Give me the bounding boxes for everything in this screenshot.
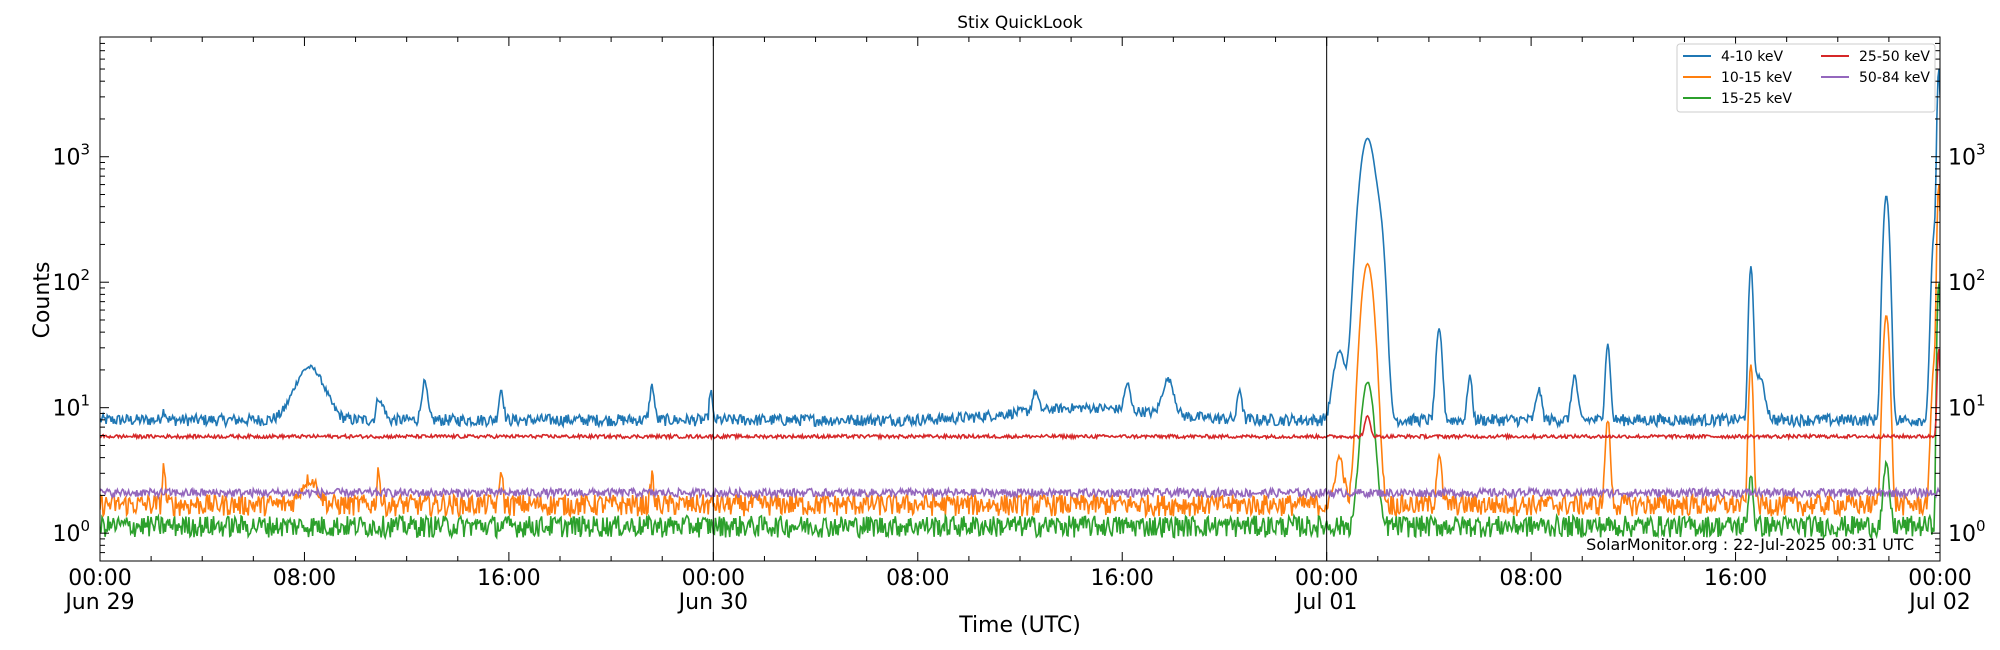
- series-line-4-10-kev: [100, 69, 1940, 429]
- y-axis-label: Counts: [30, 262, 55, 339]
- plot-area-frame: [99, 36, 1941, 562]
- y-tick-base: 10: [1948, 397, 1976, 422]
- y-tick-label-right: 103: [1948, 141, 1986, 171]
- x-tick-time-label: 08:00: [1499, 566, 1562, 591]
- x-tick-time-label: 08:00: [273, 566, 336, 591]
- legend-label: 25-50 keV: [1859, 49, 1930, 65]
- legend-label: 10-15 keV: [1721, 70, 1792, 86]
- series-line-25-50-kev: [100, 348, 1940, 442]
- legend: 4-10 keV 10-15 keV 15-25 keV 25-50 keV 50-84…: [1676, 43, 1936, 113]
- x-tick-time-label: 08:00: [886, 566, 949, 591]
- x-tick-date-label: Jul 01: [1294, 590, 1358, 615]
- y-tick-base: 10: [52, 271, 80, 296]
- legend-box: [1676, 43, 1936, 113]
- x-tick-time-label: 00:00: [682, 566, 745, 591]
- y-tick-exponent: 0: [1976, 517, 1986, 535]
- x-tick-date-label: Jun 29: [63, 590, 134, 615]
- x-tick-time-label: 00:00: [1295, 566, 1358, 591]
- legend-label: 15-25 keV: [1721, 91, 1792, 107]
- y-tick-label-left: 100: [52, 517, 90, 547]
- x-tick-time-label: 16:00: [477, 566, 540, 591]
- y-tick-label-right: 102: [1948, 266, 1986, 296]
- y-tick-label-right: 100: [1948, 517, 1986, 547]
- y-tick-exponent: 1: [1976, 392, 1986, 410]
- chart-title: Stix QuickLook: [957, 13, 1083, 33]
- x-tick-time-label: 16:00: [1091, 566, 1154, 591]
- series-line-50-84-kev: [100, 485, 1940, 501]
- solarmonitor-annotation: SolarMonitor.org : 22-Jul-2025 00:31 UTC: [1586, 535, 1914, 554]
- legend-label: 50-84 keV: [1859, 70, 1930, 86]
- y-tick-exponent: 2: [1976, 266, 1986, 284]
- y-tick-base: 10: [52, 522, 80, 547]
- x-tick-date-label: Jul 02: [1907, 590, 1971, 615]
- y-tick-base: 10: [1948, 271, 1976, 296]
- y-tick-label-left: 101: [52, 392, 90, 422]
- series-layer: [100, 69, 1940, 541]
- x-tick-time-label: 00:00: [68, 566, 131, 591]
- y-tick-exponent: 3: [80, 141, 90, 159]
- y-tick-exponent: 0: [80, 517, 90, 535]
- y-tick-exponent: 3: [1976, 141, 1986, 159]
- legend-label: 4-10 keV: [1721, 49, 1783, 65]
- series-line-15-25-kev: [100, 283, 1940, 541]
- y-tick-label-left: 102: [52, 266, 90, 296]
- y-tick-base: 10: [52, 397, 80, 422]
- y-tick-base: 10: [1948, 146, 1976, 171]
- series-line-10-15-kev: [100, 184, 1940, 519]
- y-tick-label-right: 101: [1948, 392, 1986, 422]
- y-tick-exponent: 1: [80, 392, 90, 410]
- y-tick-base: 10: [1948, 522, 1976, 547]
- y-tick-label-left: 103: [52, 141, 90, 171]
- y-tick-base: 10: [52, 146, 80, 171]
- x-axis-label: Time (UTC): [958, 613, 1081, 638]
- x-tick-time-label: 00:00: [1908, 566, 1971, 591]
- x-tick-time-label: 16:00: [1704, 566, 1767, 591]
- x-tick-date-label: Jun 30: [677, 590, 748, 615]
- day-boundary-lines: [712, 37, 1328, 561]
- y-tick-exponent: 2: [80, 266, 90, 284]
